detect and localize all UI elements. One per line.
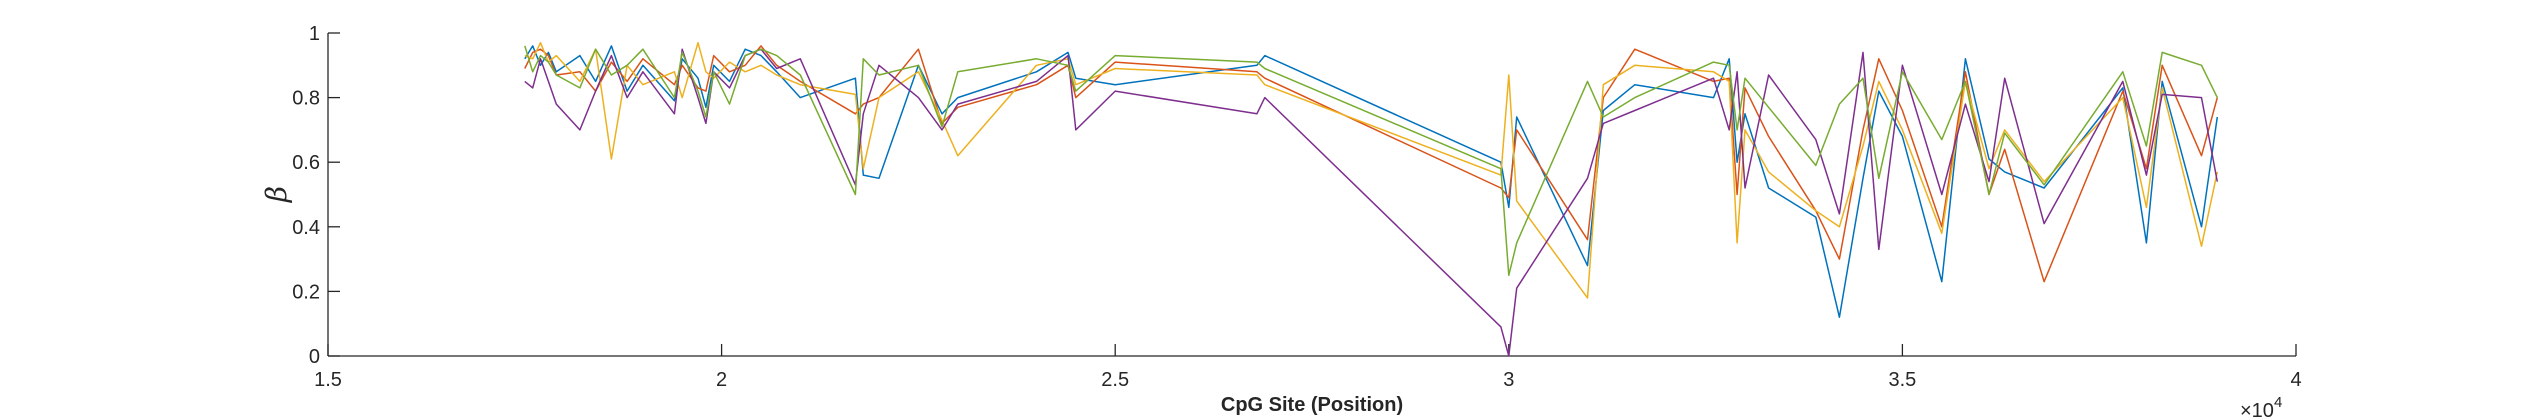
x-tick-label: 2 (716, 369, 727, 391)
series-line-3 (524, 41, 2219, 299)
series-line-4 (524, 48, 2219, 357)
y-tick-label: 0.2 (292, 281, 320, 303)
x-axis-exponent: ×104 (2240, 394, 2282, 420)
x-tick-label: 3.5 (1888, 369, 1916, 391)
chart-labels: CpG Site (Position) β ×104 (260, 186, 2282, 420)
y-tick-label: 1 (309, 23, 320, 45)
x-exponent-base: ×10 (2240, 400, 2274, 420)
x-exponent-power: 4 (2274, 394, 2282, 411)
x-tick-label: 1.5 (314, 369, 342, 391)
y-tick-label: 0.4 (292, 217, 320, 239)
series-line-5 (524, 45, 2218, 277)
series-line-2 (524, 45, 2219, 283)
y-tick-label: 0.8 (292, 88, 320, 110)
chart-axes: 1.5 2 2.5 3 3.5 4 0 0.2 0.4 0.6 0.8 1 (292, 23, 2301, 391)
series-line-1 (524, 45, 2219, 318)
x-axis-label: CpG Site (Position) (1221, 394, 1403, 416)
y-tick-label: 0.6 (292, 152, 320, 174)
y-axis-label: β (260, 186, 293, 203)
chart-series (524, 41, 2219, 357)
x-tick-label: 3 (1503, 369, 1514, 391)
x-tick-label: 4 (2290, 369, 2301, 391)
x-tick-label: 2.5 (1101, 369, 1129, 391)
y-tick-label: 0 (309, 346, 320, 368)
